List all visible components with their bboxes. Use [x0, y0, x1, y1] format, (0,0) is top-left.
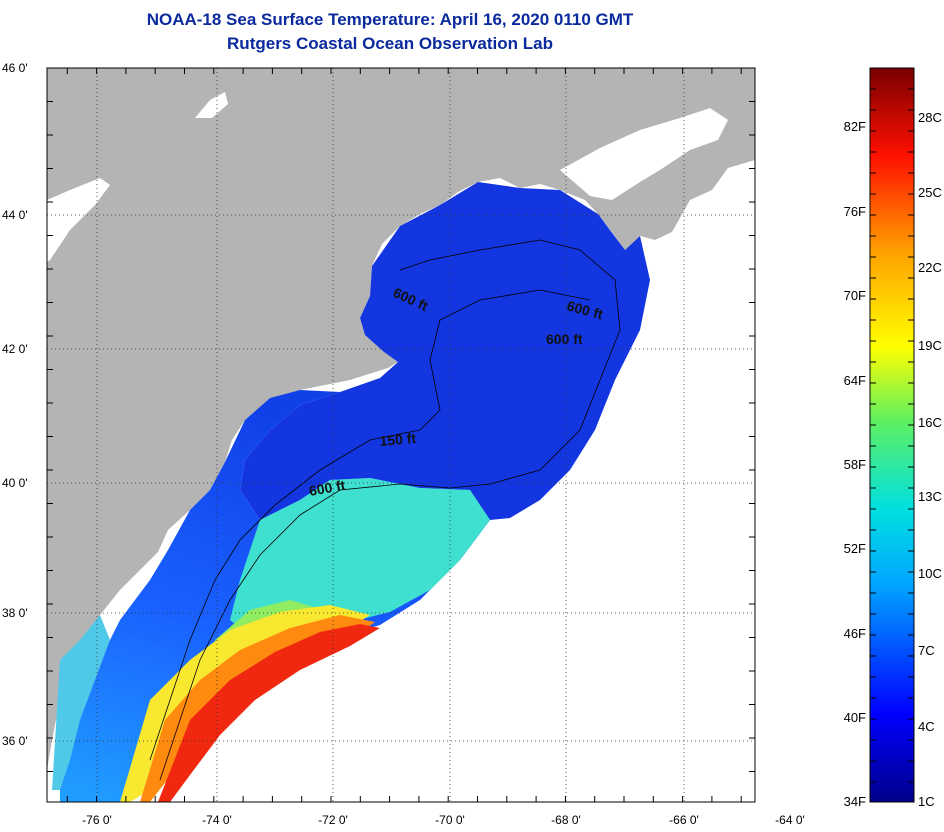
land-mass [47, 68, 755, 770]
map-subtitle: Rutgers Coastal Ocean Observation Lab [227, 34, 553, 53]
lat-label-44: 44 0' [2, 208, 28, 222]
colorbar-f-46: 46F [844, 626, 866, 641]
colorbar-c-19: 19C [918, 338, 942, 353]
colorbar-f-70: 70F [844, 288, 866, 303]
cloud-patch [195, 92, 228, 118]
sst-coastal-estuary [52, 615, 110, 790]
lat-label-42: 42 0' [2, 342, 28, 356]
colorbar-f-52: 52F [844, 541, 866, 556]
colorbar-c-28: 28C [918, 110, 942, 125]
colorbar-c-25: 25C [918, 185, 942, 200]
colorbar-f-64: 64F [844, 373, 866, 388]
colorbar-c-16: 16C [918, 415, 942, 430]
colorbar-f-40: 40F [844, 710, 866, 725]
isobath-150ft [149, 289, 591, 761]
colorbar-c-7: 7C [918, 643, 935, 658]
contour-label-150ft: 150 ft [379, 430, 417, 449]
colorbar-c-13: 13C [918, 489, 942, 504]
lon-label-70: -70 0' [435, 813, 465, 827]
colorbar [869, 67, 915, 803]
lon-label-74: -74 0' [202, 813, 232, 827]
lat-label-38: 38 0' [2, 606, 28, 620]
colorbar-c-22: 22C [918, 260, 942, 275]
cloud-area-gulf-st-lawrence [560, 108, 728, 200]
colorbar-c-4: 4C [918, 719, 935, 734]
lat-label-36: 36 0' [2, 734, 28, 748]
contour-label-600ft-d: 600 ft [308, 477, 347, 499]
map-title: NOAA-18 Sea Surface Temperature: April 1… [146, 10, 634, 29]
colorbar-c-10: 10C [918, 566, 942, 581]
contour-label-600ft-c: 600 ft [546, 331, 583, 347]
sst-offshore-deep [240, 182, 650, 520]
colorbar-f-58: 58F [844, 457, 866, 472]
lon-label-72: -72 0' [318, 813, 348, 827]
lat-label-40: 40 0' [2, 476, 28, 490]
isobath-600ft [159, 239, 621, 781]
sst-gulf-stream-red [158, 624, 380, 802]
colorbar-f-34: 34F [844, 794, 866, 809]
lon-label-66: -66 0' [669, 813, 699, 827]
colorbar-f-82: 82F [844, 119, 866, 134]
cloud-area-northwest [47, 178, 110, 262]
colorbar-f-76: 76F [844, 204, 866, 219]
cloud-area-offshore [180, 350, 755, 802]
lon-label-68: -68 0' [551, 813, 581, 827]
colorbar-c-1: 1C [918, 794, 935, 809]
lat-label-46: 46 0' [2, 61, 28, 75]
sst-slope-water [230, 478, 490, 640]
lon-label-76: -76 0' [82, 813, 112, 827]
lon-label-64: -64 0' [775, 813, 805, 827]
